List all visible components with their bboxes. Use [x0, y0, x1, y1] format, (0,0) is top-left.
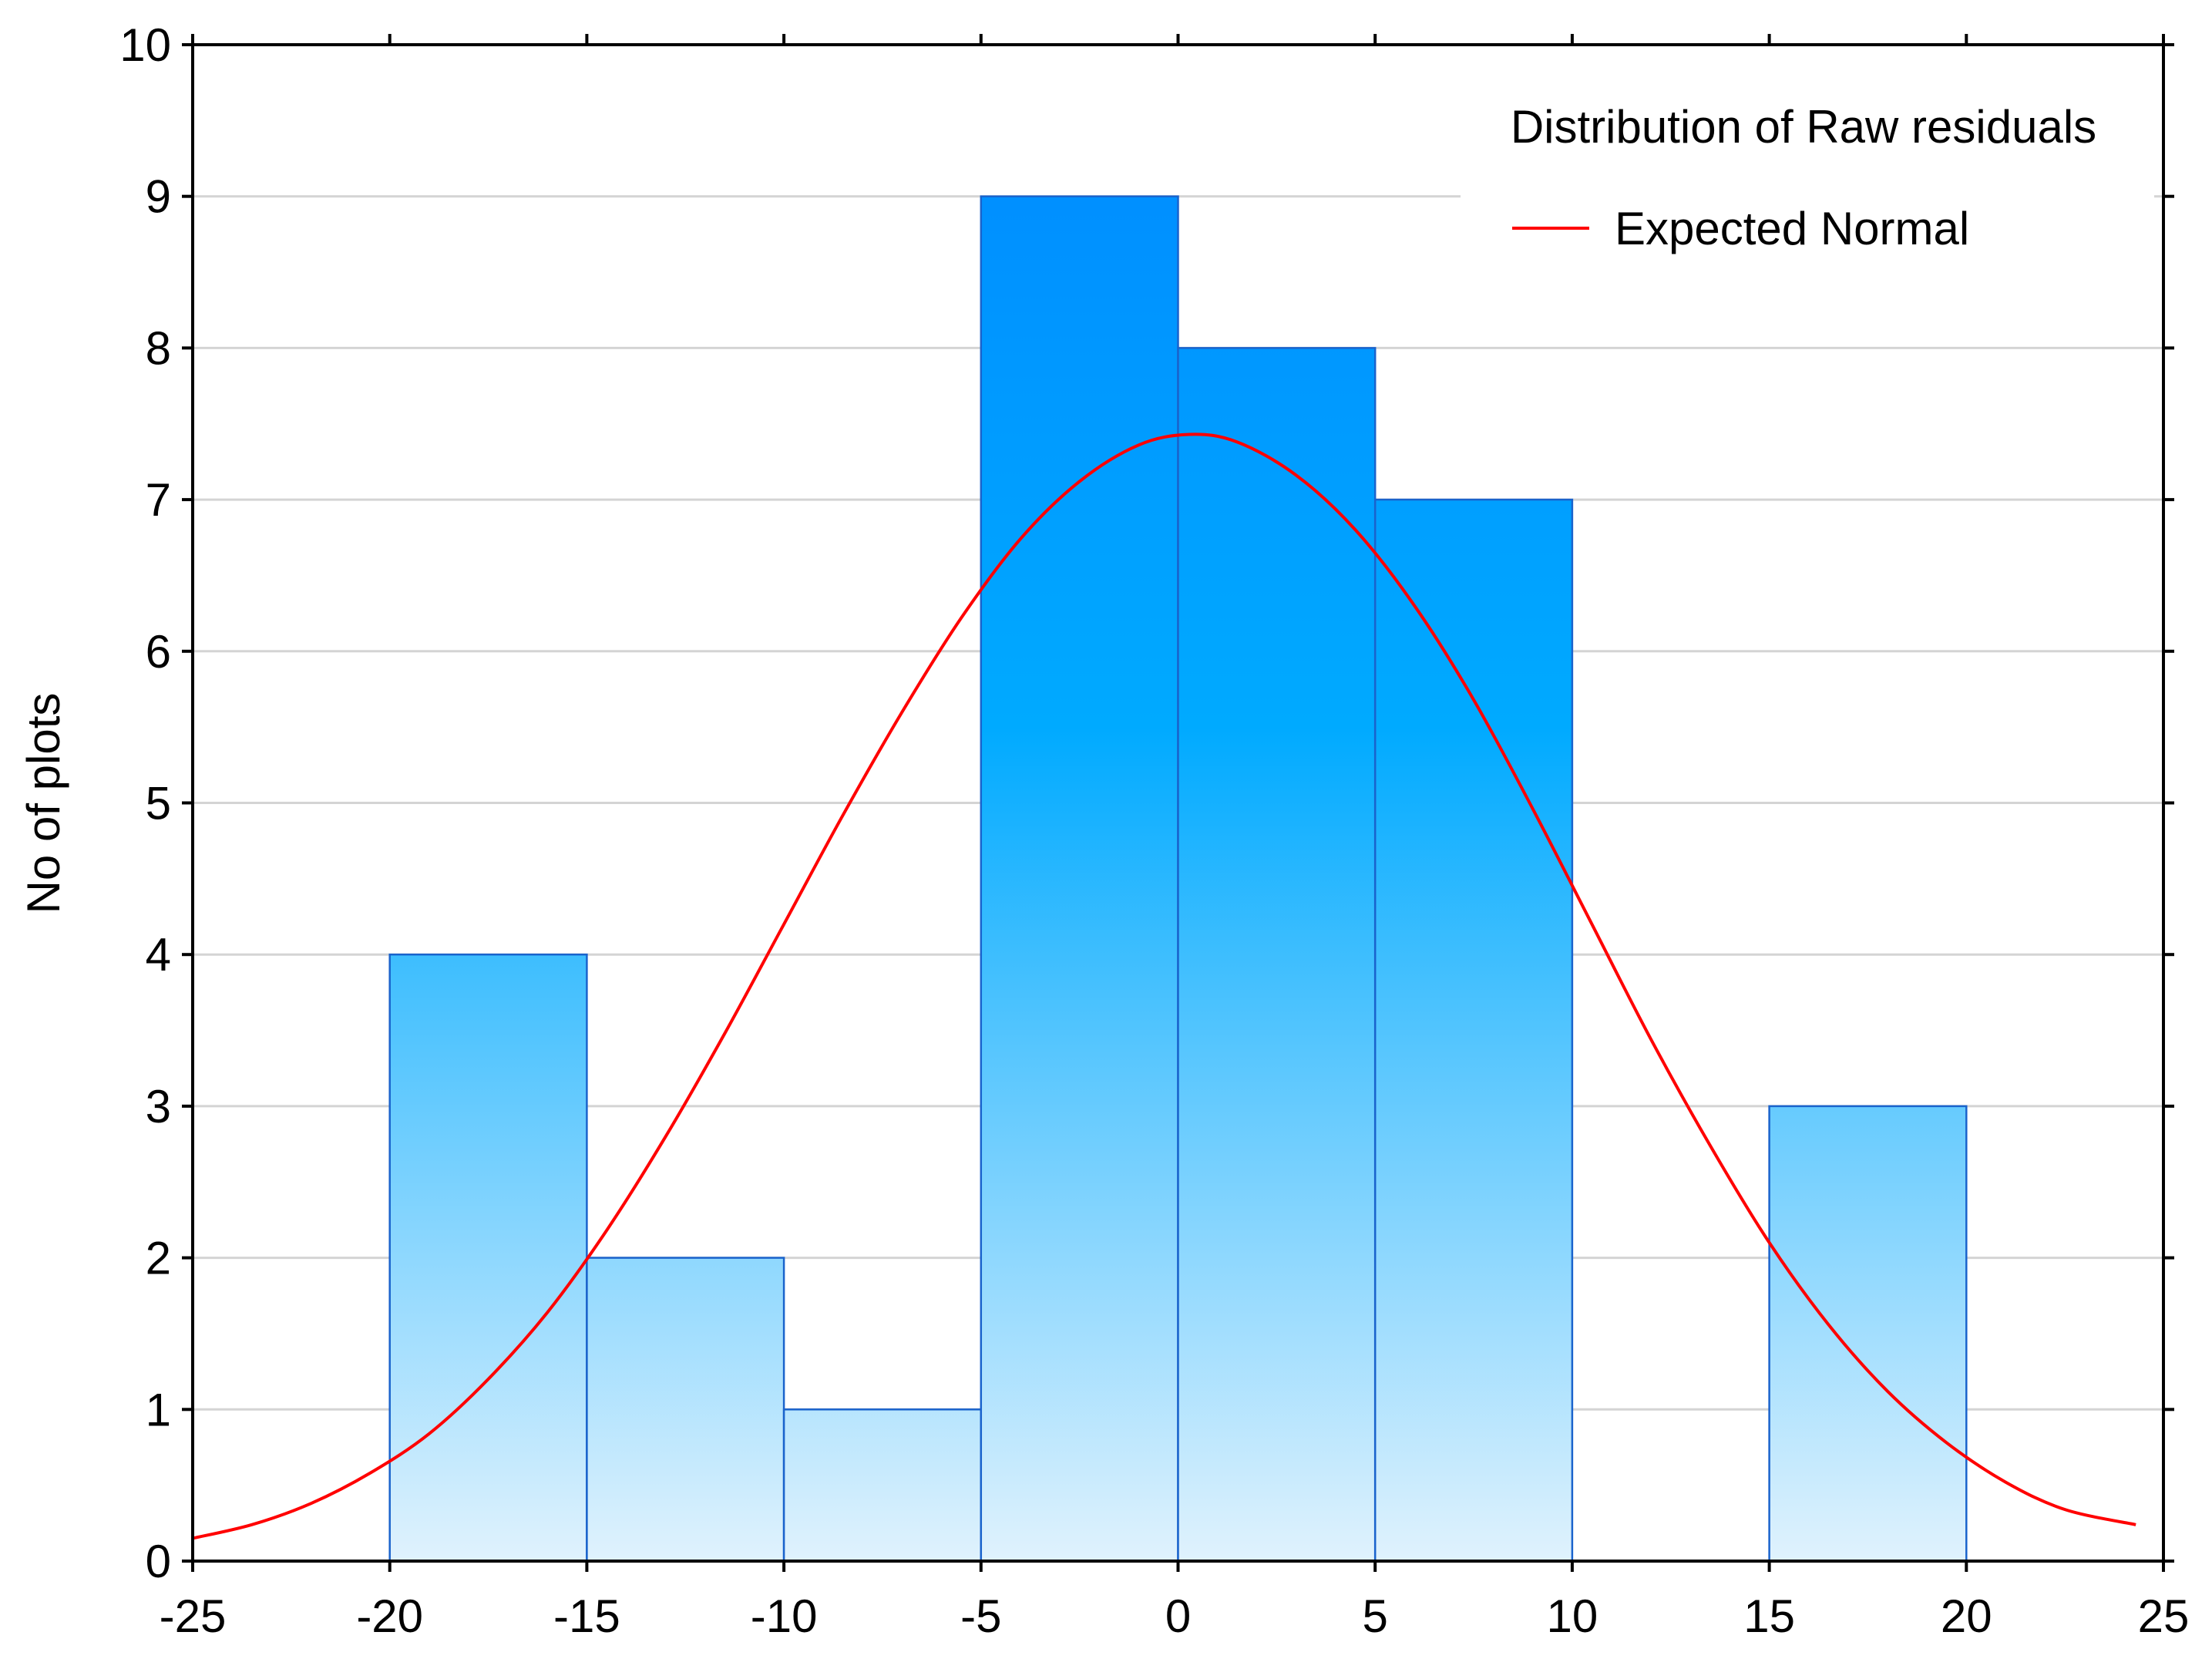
y-tick-label-2: 2	[146, 1233, 171, 1284]
y-tick-label-3: 3	[146, 1081, 171, 1132]
y-axis-tick-labels: 0 1 2 3 4 5 6 7 8 9 10	[119, 19, 171, 1587]
x-tick-label-25: 25	[2138, 1590, 2190, 1642]
histogram-bar-2	[782, 1408, 983, 1563]
y-tick-label-9: 9	[146, 171, 171, 223]
y-tick-label-0: 0	[146, 1536, 171, 1587]
legend-background	[1461, 85, 2154, 278]
y-tick-label-5: 5	[146, 778, 171, 829]
x-tick-label-20: 20	[1941, 1590, 1992, 1642]
y-tick-label-8: 8	[146, 322, 171, 374]
x-tick-label--10: -10	[751, 1590, 818, 1642]
expected-normal-curve	[192, 432, 2136, 1540]
y-tick-label-7: 7	[146, 474, 171, 526]
x-tick-label--20: -20	[356, 1590, 423, 1642]
y-tick-label-1: 1	[146, 1384, 171, 1435]
x-tick-label-0: 0	[1165, 1590, 1191, 1642]
x-axis-tick-labels: -25 -20 -15 -10 -5 0 5 10 15 20 25	[160, 1590, 2190, 1642]
axis-ticks	[182, 34, 2174, 1572]
expected-normal-curve-group	[192, 432, 2136, 1540]
x-tick-label-10: 10	[1547, 1590, 1598, 1642]
histogram-bar-0	[388, 953, 588, 1563]
y-tick-label-6: 6	[146, 626, 171, 678]
x-tick-label--15: -15	[553, 1590, 620, 1642]
legend-entry-expected-normal: Expected Normal	[1615, 203, 1969, 254]
legend: Distribution of Raw residuals Expected N…	[1461, 85, 2154, 278]
x-tick-label--25: -25	[160, 1590, 227, 1642]
legend-title: Distribution of Raw residuals	[1511, 101, 2096, 153]
x-tick-label--5: -5	[960, 1590, 1001, 1642]
histogram-bar-3	[980, 195, 1179, 1563]
histogram-bar-5	[1373, 498, 1574, 1563]
histogram-bars	[388, 195, 1968, 1563]
y-tick-label-10: 10	[119, 19, 171, 71]
y-axis-title: No of plots	[18, 693, 69, 914]
histogram-bar-1	[586, 1257, 785, 1563]
histogram-bar-6	[1768, 1105, 1968, 1563]
y-tick-label-4: 4	[146, 929, 171, 981]
x-tick-label-15: 15	[1743, 1590, 1795, 1642]
histogram-bar-4	[1177, 347, 1377, 1563]
x-tick-label-5: 5	[1363, 1590, 1388, 1642]
